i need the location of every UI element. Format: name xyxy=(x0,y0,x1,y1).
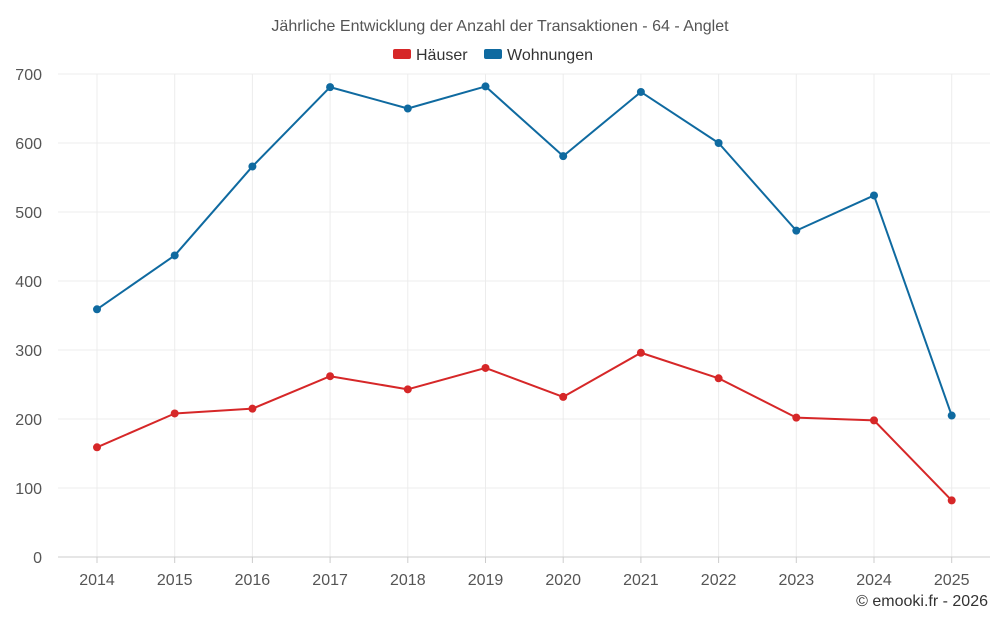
y-tick-label: 600 xyxy=(15,136,42,153)
x-tick-label: 2017 xyxy=(312,572,348,589)
data-point-haeuser xyxy=(481,363,490,372)
legend-swatch-wohnungen xyxy=(484,49,502,59)
series-line-haeuser xyxy=(96,351,953,502)
data-point-haeuser xyxy=(170,409,179,418)
legend-label-wohnungen: Wohnungen xyxy=(507,47,593,64)
data-point-wohnungen xyxy=(403,104,412,113)
data-point-haeuser xyxy=(93,443,101,452)
data-point-wohnungen xyxy=(947,411,956,420)
data-point-haeuser xyxy=(947,496,956,505)
data-point-wohnungen xyxy=(559,152,568,161)
x-tick-label: 2021 xyxy=(623,572,659,589)
x-tick-label: 2014 xyxy=(79,572,115,589)
y-tick-label: 400 xyxy=(15,274,42,291)
chart-title: Jährliche Entwicklung der Anzahl der Tra… xyxy=(271,18,729,35)
series-layer xyxy=(93,82,956,505)
data-point-wohnungen xyxy=(636,87,645,96)
x-tick-label: 2015 xyxy=(157,572,193,589)
y-tick-label: 300 xyxy=(15,343,42,360)
data-point-wohnungen xyxy=(714,139,723,147)
x-tick-label: 2020 xyxy=(545,572,581,589)
credit-text: © emooki.fr - 2026 xyxy=(856,593,988,610)
data-point-haeuser xyxy=(870,416,878,425)
data-point-haeuser xyxy=(326,372,335,381)
x-tick-label: 2018 xyxy=(390,572,426,589)
y-tick-label: 100 xyxy=(15,481,42,498)
legend-swatch-haeuser xyxy=(393,49,411,59)
x-tick-label: 2022 xyxy=(701,572,737,589)
legend-label-haeuser: Häuser xyxy=(416,47,468,64)
data-point-haeuser xyxy=(559,392,568,401)
x-tick-label: 2024 xyxy=(856,572,892,589)
y-tick-label: 700 xyxy=(15,67,42,84)
data-point-haeuser xyxy=(403,385,412,394)
data-point-haeuser xyxy=(792,413,801,422)
legend: Häuser Wohnungen xyxy=(393,47,593,64)
x-tick-label: 2025 xyxy=(934,572,970,589)
data-point-wohnungen xyxy=(870,191,878,200)
data-point-haeuser xyxy=(248,404,257,413)
data-point-wohnungen xyxy=(170,251,179,260)
axes: 0 100 200 300 400 500 600 700 2014 2015 2016 2017 20… xyxy=(15,67,990,589)
data-point-wohnungen xyxy=(248,162,257,171)
data-point-wohnungen xyxy=(792,226,801,235)
data-point-haeuser xyxy=(636,348,645,357)
data-point-wohnungen xyxy=(93,305,101,314)
x-tick-label: 2023 xyxy=(779,572,815,589)
x-tick-label: 2019 xyxy=(468,572,504,589)
gridlines xyxy=(58,73,990,557)
data-point-wohnungen xyxy=(481,82,490,91)
data-point-haeuser xyxy=(714,374,723,383)
y-tick-label: 0 xyxy=(33,550,42,567)
y-tick-label: 200 xyxy=(15,412,42,429)
y-tick-label: 500 xyxy=(15,205,42,222)
x-tick-label: 2016 xyxy=(235,572,271,589)
data-point-wohnungen xyxy=(326,83,335,92)
series-line-wohnungen xyxy=(96,85,953,416)
